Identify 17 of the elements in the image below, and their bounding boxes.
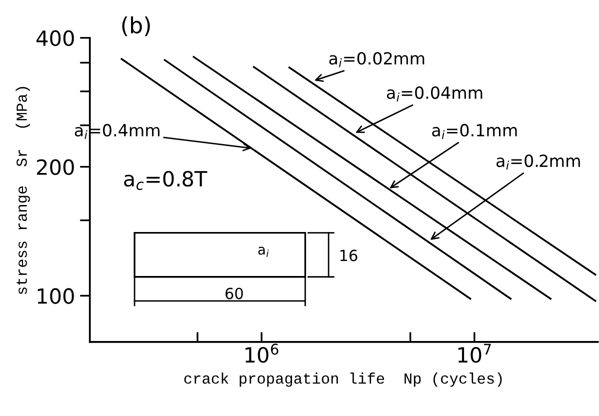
x-axis-title: crack propagation life Np (cycles) [184, 372, 502, 387]
annotation: a$_{i}$=0.2mm [496, 154, 580, 170]
y-tick-label: 100 [38, 288, 74, 304]
y-tick-label: 200 [37, 159, 74, 176]
y-tick-label: 400 [36, 30, 74, 46]
y-axis-title: stress range Sr (MPa) [16, 87, 30, 294]
annotation: a$_{i}$=0.02mm [329, 52, 424, 68]
annotation: a$_{i}$=0.1mm [432, 124, 517, 139]
annotation: a$_{c}$=0.8T [124, 170, 208, 190]
x-tick-label: 10$^{7}$ [458, 344, 491, 363]
annotation: a$_{i}$ [258, 246, 269, 257]
annotation: 60 [226, 288, 243, 300]
x-tick-label: 10$^{6}$ [246, 344, 278, 363]
annotation: 16 [340, 250, 358, 262]
annotation: a$_{i}$=0.04mm [386, 86, 482, 102]
chart-title: (b) [122, 16, 150, 36]
annotation: a$_{i}$=0.4mm [74, 124, 160, 140]
